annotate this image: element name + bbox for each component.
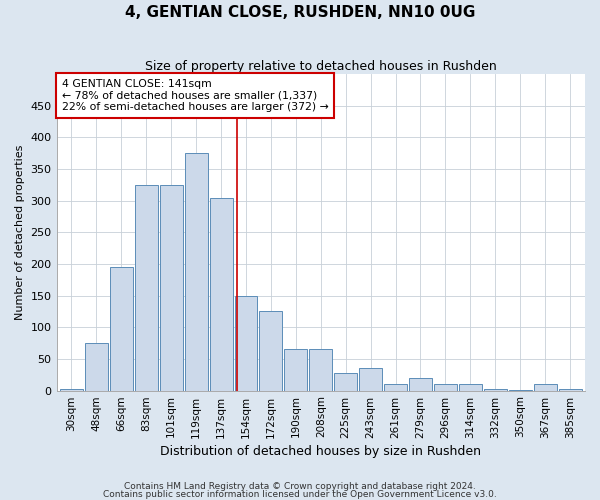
Y-axis label: Number of detached properties: Number of detached properties: [15, 144, 25, 320]
Bar: [160, 185, 182, 390]
Bar: [209, 198, 233, 390]
Text: Contains HM Land Registry data © Crown copyright and database right 2024.: Contains HM Land Registry data © Crown c…: [124, 482, 476, 491]
Bar: [185, 154, 208, 390]
Text: 4 GENTIAN CLOSE: 141sqm
← 78% of detached houses are smaller (1,337)
22% of semi: 4 GENTIAN CLOSE: 141sqm ← 78% of detache…: [62, 79, 329, 112]
Bar: [484, 388, 507, 390]
Text: Contains public sector information licensed under the Open Government Licence v3: Contains public sector information licen…: [103, 490, 497, 499]
Bar: [533, 384, 557, 390]
Bar: [384, 384, 407, 390]
Text: 4, GENTIAN CLOSE, RUSHDEN, NN10 0UG: 4, GENTIAN CLOSE, RUSHDEN, NN10 0UG: [125, 5, 475, 20]
Bar: [135, 185, 158, 390]
Bar: [334, 373, 357, 390]
Bar: [409, 378, 432, 390]
Bar: [434, 384, 457, 390]
Bar: [259, 312, 283, 390]
Bar: [359, 368, 382, 390]
Bar: [310, 350, 332, 391]
Bar: [110, 267, 133, 390]
Title: Size of property relative to detached houses in Rushden: Size of property relative to detached ho…: [145, 60, 497, 73]
Bar: [459, 384, 482, 390]
Bar: [235, 296, 257, 390]
Bar: [85, 343, 108, 390]
X-axis label: Distribution of detached houses by size in Rushden: Distribution of detached houses by size …: [160, 444, 481, 458]
Bar: [559, 388, 581, 390]
Bar: [284, 350, 307, 391]
